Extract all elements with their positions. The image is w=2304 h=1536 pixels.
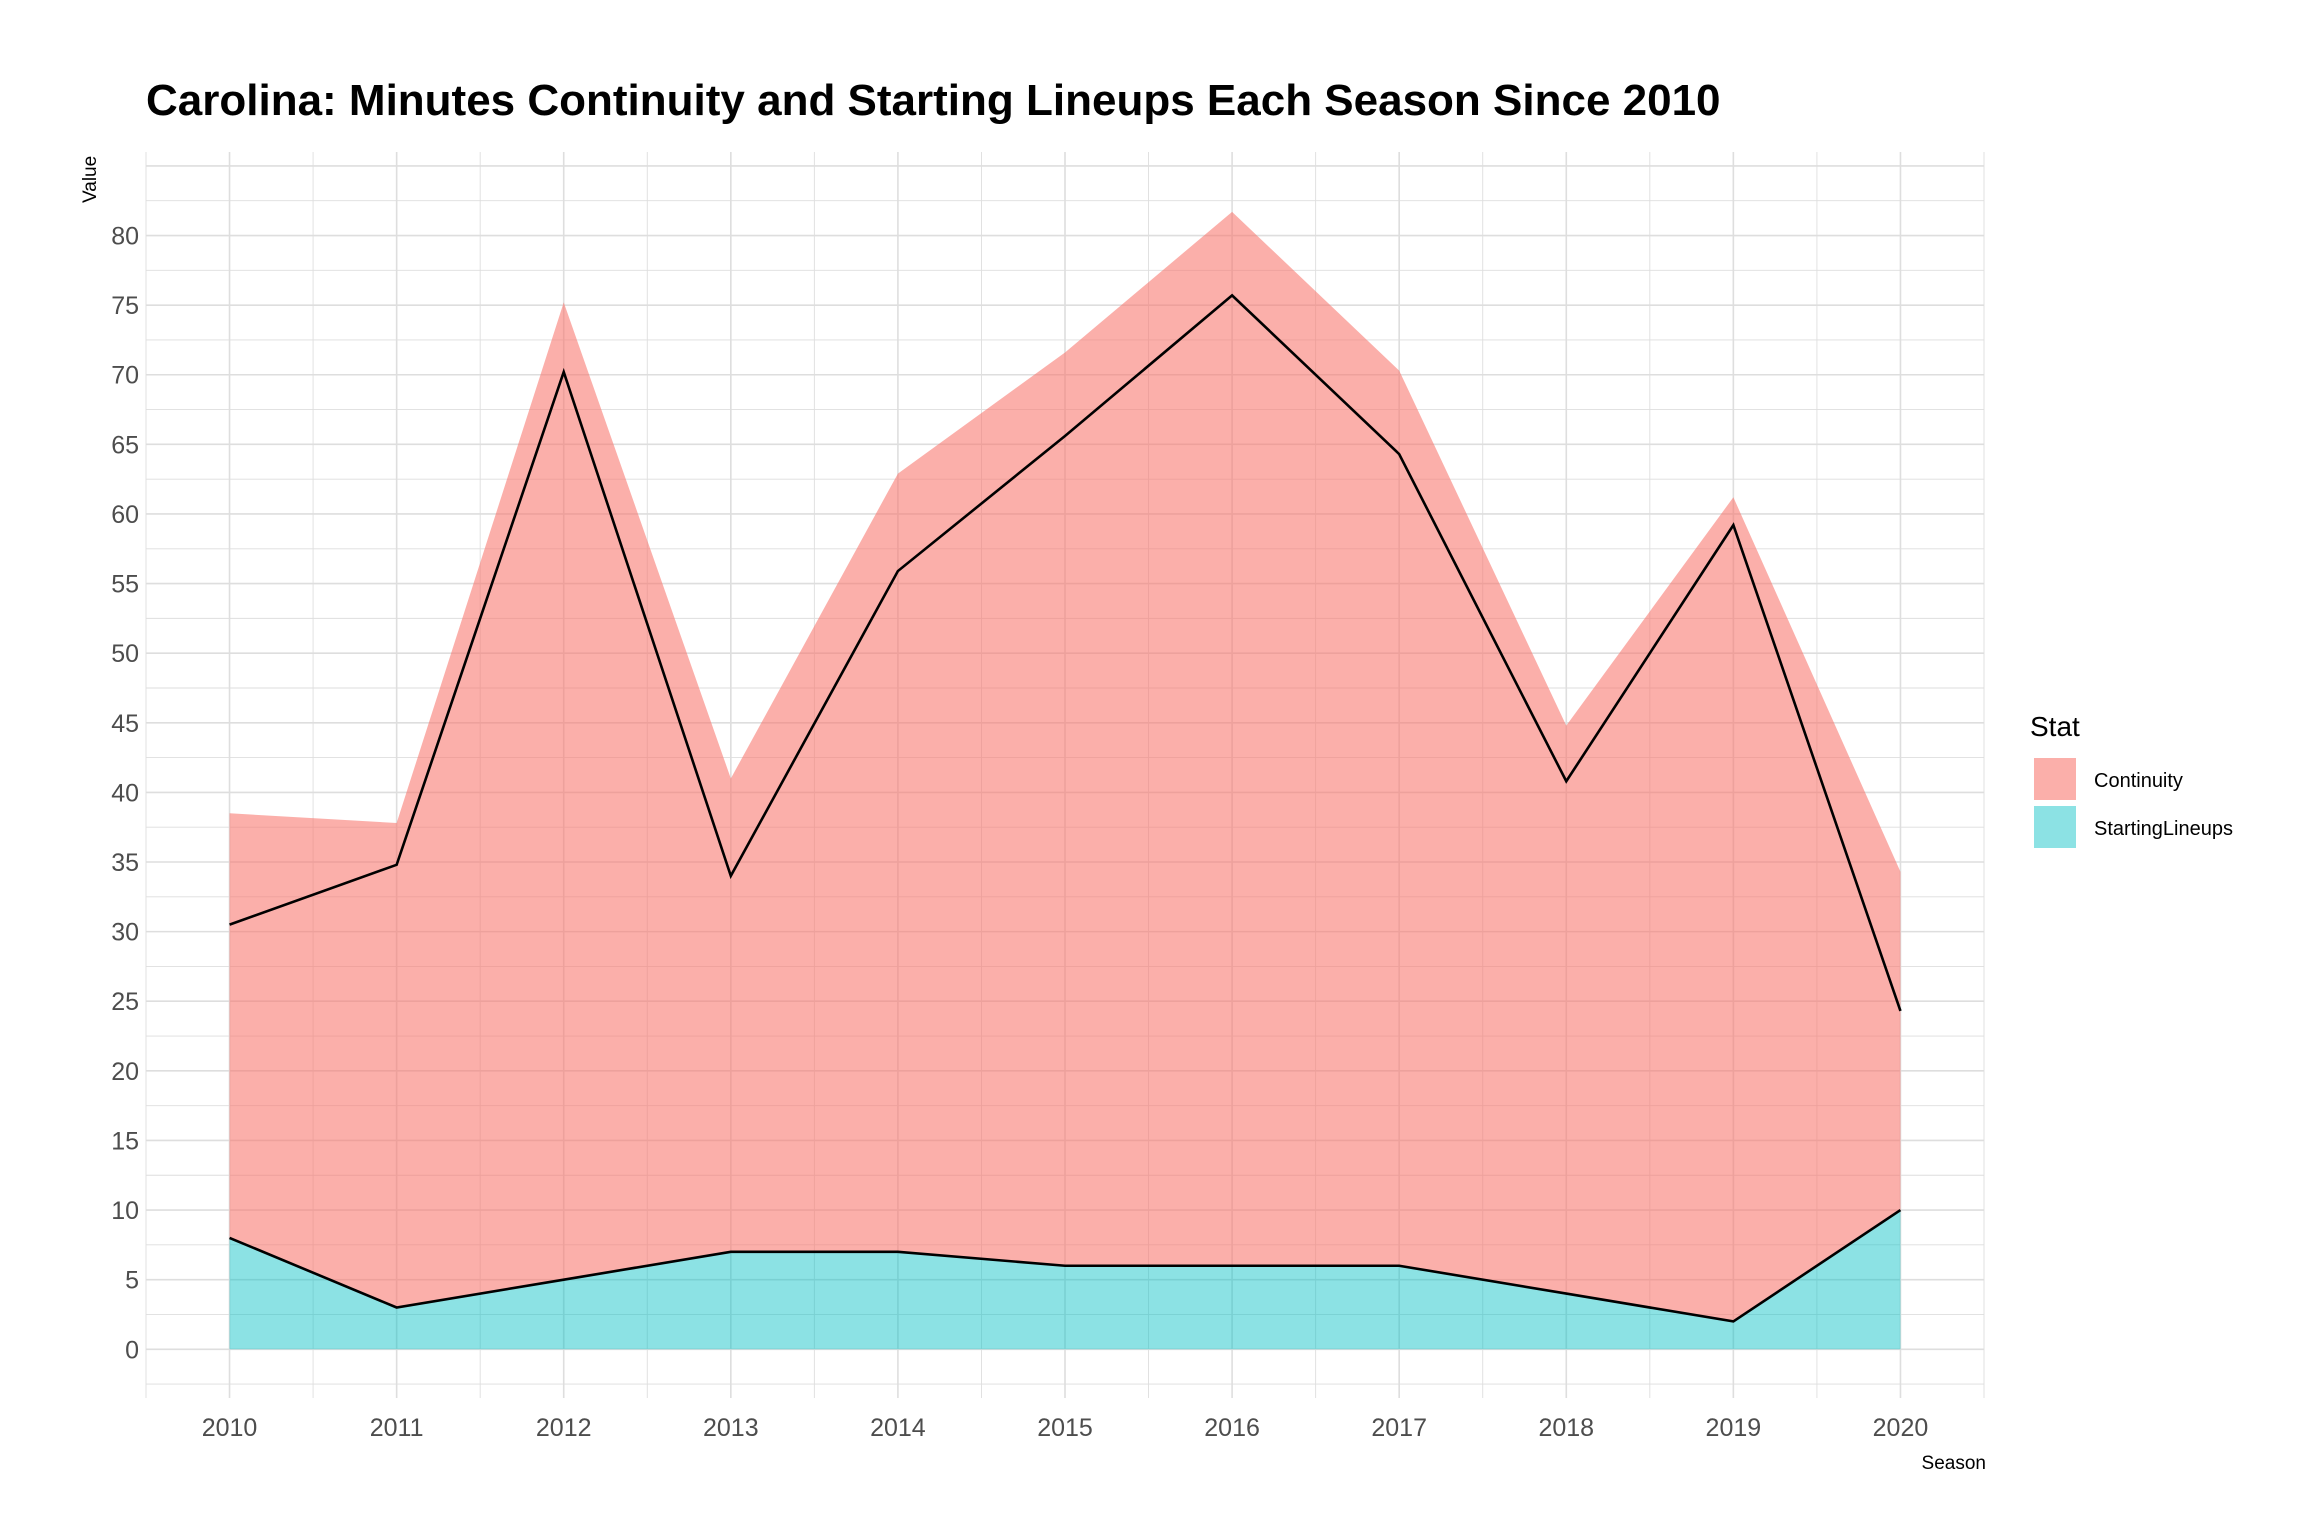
x-axis-ticks: 2010 2011 2012 2013 2014 2015 2016 2017 2018 2019… — [202, 1414, 1929, 1442]
x-tick-label: 2011 — [370, 1414, 424, 1442]
y-tick-label: 25 — [111, 988, 139, 1016]
x-tick-label: 2019 — [1706, 1414, 1762, 1442]
y-axis-ticks: 0 5 10 15 20 25 30 35 40 45 50 55 60 65 70 75 80 — [111, 223, 139, 1365]
y-tick-label: 80 — [111, 223, 139, 251]
x-tick-label: 2018 — [1538, 1414, 1594, 1442]
y-tick-label: 10 — [111, 1197, 139, 1225]
x-tick-label: 2012 — [536, 1414, 592, 1442]
legend-swatch-startinglineups — [2034, 806, 2076, 848]
line-startinglineups — [229, 1208, 1902, 1323]
x-axis-title: Season — [1922, 1453, 1986, 1474]
y-tick-label: 65 — [111, 431, 139, 459]
x-tick-label: 2014 — [870, 1414, 926, 1442]
x-tick-label: 2015 — [1037, 1414, 1093, 1442]
legend-label-continuity: Continuity — [2094, 770, 2183, 792]
x-tick-label: 2013 — [703, 1414, 759, 1442]
y-tick-label: 50 — [111, 640, 139, 668]
y-tick-label: 20 — [111, 1058, 139, 1086]
line-continuity — [229, 293, 1902, 1012]
series-lines — [229, 293, 1902, 1323]
y-tick-label: 5 — [125, 1267, 139, 1295]
legend-title: Stat — [2030, 711, 2080, 742]
x-tick-label: 2017 — [1371, 1414, 1427, 1442]
area-series — [229, 211, 1901, 1350]
legend-label-startinglineups: StartingLineups — [2094, 818, 2233, 840]
y-tick-label: 35 — [111, 849, 139, 877]
y-tick-label: 40 — [111, 779, 139, 807]
y-tick-label: 0 — [125, 1336, 139, 1364]
y-tick-label: 15 — [111, 1127, 139, 1155]
x-tick-label: 2020 — [1873, 1414, 1929, 1442]
y-tick-label: 70 — [111, 362, 139, 390]
legend: Stat Continuity StartingLineups — [2030, 711, 2233, 848]
y-tick-label: 30 — [111, 919, 139, 947]
y-tick-label: 45 — [111, 710, 139, 738]
x-tick-label: 2010 — [202, 1414, 258, 1442]
legend-swatch-continuity — [2034, 758, 2076, 800]
y-tick-label: 60 — [111, 501, 139, 529]
x-tick-label: 2016 — [1204, 1414, 1260, 1442]
area-startinglineups — [229, 1210, 1901, 1350]
area-continuity — [229, 211, 1901, 1322]
y-axis-title: Value — [80, 156, 101, 203]
chart-title: Carolina: Minutes Continuity and Startin… — [146, 76, 1721, 125]
y-tick-label: 55 — [111, 571, 139, 599]
y-tick-label: 75 — [111, 292, 139, 320]
